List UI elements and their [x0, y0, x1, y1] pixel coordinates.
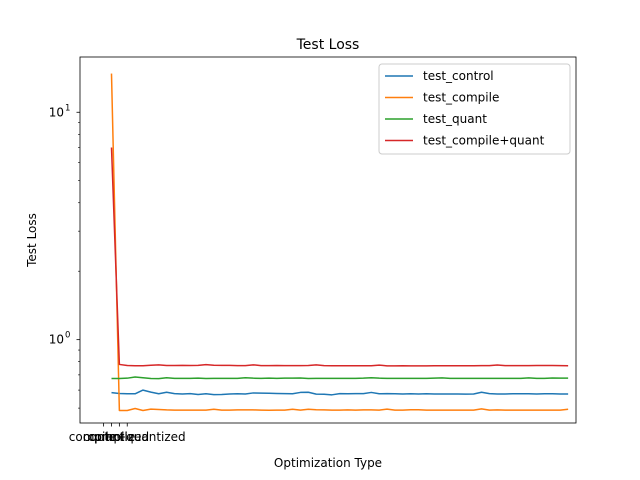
- chart-title: Test Loss: [296, 37, 360, 53]
- y-tick-exponent: 1: [65, 103, 70, 113]
- legend-frame: [378, 63, 571, 155]
- y-axis-label: Test Loss: [25, 213, 39, 268]
- y-tick-label: 10: [49, 333, 64, 347]
- legend-label: test_control: [423, 69, 494, 83]
- series-line-1: [111, 389, 569, 396]
- x-tick-label: compile: [88, 430, 135, 444]
- plot-area-frame: [79, 56, 577, 424]
- legend-label: test_compile: [423, 91, 499, 105]
- x-tick-label: compile+quantized: [69, 430, 186, 444]
- series-line-2: [110, 73, 569, 412]
- x-tick-label: control: [83, 430, 125, 444]
- x-tick-label: quantized: [90, 430, 150, 444]
- series-layer: [110, 73, 569, 412]
- series-line-4: [110, 147, 569, 367]
- legend-label: test_compile+quant: [423, 134, 545, 148]
- x-axis-label: Optimization Type: [274, 456, 382, 470]
- series-line-3: [111, 376, 569, 380]
- legend-label: test_quant: [423, 112, 487, 126]
- y-tick-exponent: 0: [65, 331, 70, 341]
- y-tick-label: 10: [49, 105, 64, 119]
- legend: test_control test_compile test_quant test_c…: [378, 63, 571, 155]
